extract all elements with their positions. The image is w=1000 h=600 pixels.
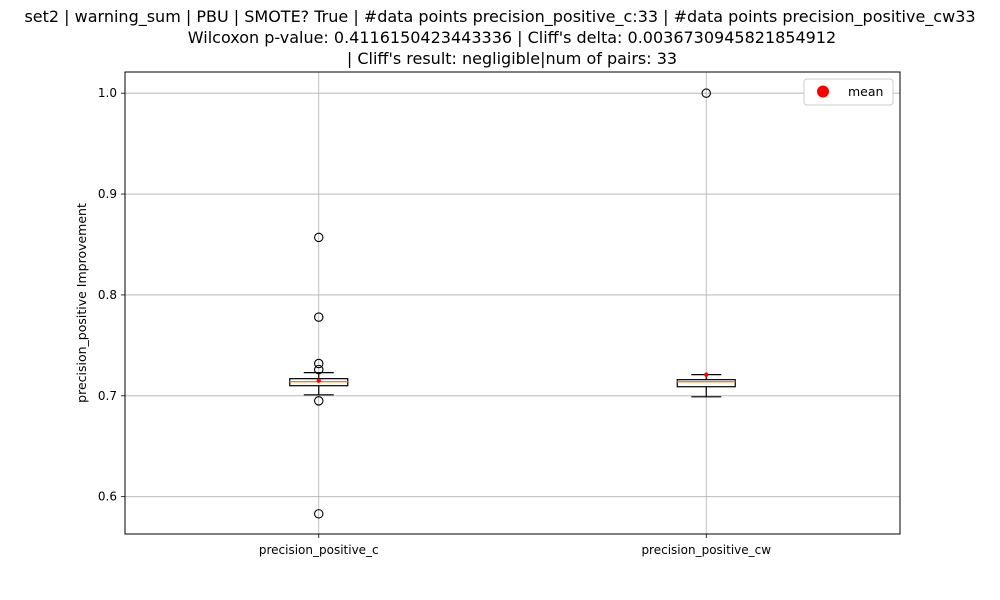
box-group-precision_positive_cw bbox=[676, 88, 736, 398]
legend-frame bbox=[803, 78, 894, 106]
mean-marker bbox=[704, 372, 709, 377]
plot-frame bbox=[124, 71, 901, 535]
grid-lines bbox=[125, 72, 900, 534]
x-axis-ticks: precision_positive_c precision_positive_c… bbox=[259, 534, 771, 557]
y-axis-ticks: 0.6 0.7 0.8 0.9 1.0 bbox=[98, 86, 125, 504]
x-tick-label: precision_positive_c bbox=[259, 543, 379, 557]
y-tick-label: 0.7 bbox=[98, 389, 117, 403]
chart-title-line-2: Wilcoxon p-value: 0.4116150423443336 | C… bbox=[188, 28, 836, 47]
box-iqr bbox=[676, 379, 736, 388]
chart-title-line-1: set2 | warning_sum | PBU | SMOTE? True |… bbox=[24, 7, 975, 27]
legend: mean bbox=[803, 78, 894, 106]
y-tick-label: 1.0 bbox=[98, 86, 117, 100]
outlier-point bbox=[313, 364, 324, 375]
plot-area bbox=[289, 88, 736, 519]
box-group-precision_positive_c bbox=[289, 232, 349, 519]
chart-title: set2 | warning_sum | PBU | SMOTE? True |… bbox=[24, 7, 975, 68]
legend-mean-label: mean bbox=[848, 84, 883, 99]
y-tick-label: 0.6 bbox=[98, 490, 117, 504]
outlier-point bbox=[313, 396, 324, 406]
legend-mean-marker bbox=[817, 85, 829, 98]
outlier-point bbox=[313, 509, 324, 519]
y-axis-label: precision_positive Improvement bbox=[74, 203, 89, 403]
outlier-point bbox=[313, 358, 324, 369]
x-tick-label: precision_positive_cw bbox=[641, 543, 771, 557]
outlier-point bbox=[701, 88, 711, 98]
y-tick-label: 0.9 bbox=[98, 187, 117, 201]
outlier-point bbox=[313, 312, 324, 322]
outlier-point bbox=[313, 232, 324, 243]
chart-title-line-3: | Cliff's result: negligible|num of pair… bbox=[347, 49, 677, 68]
mean-marker bbox=[316, 378, 321, 383]
y-tick-label: 0.8 bbox=[98, 288, 117, 302]
